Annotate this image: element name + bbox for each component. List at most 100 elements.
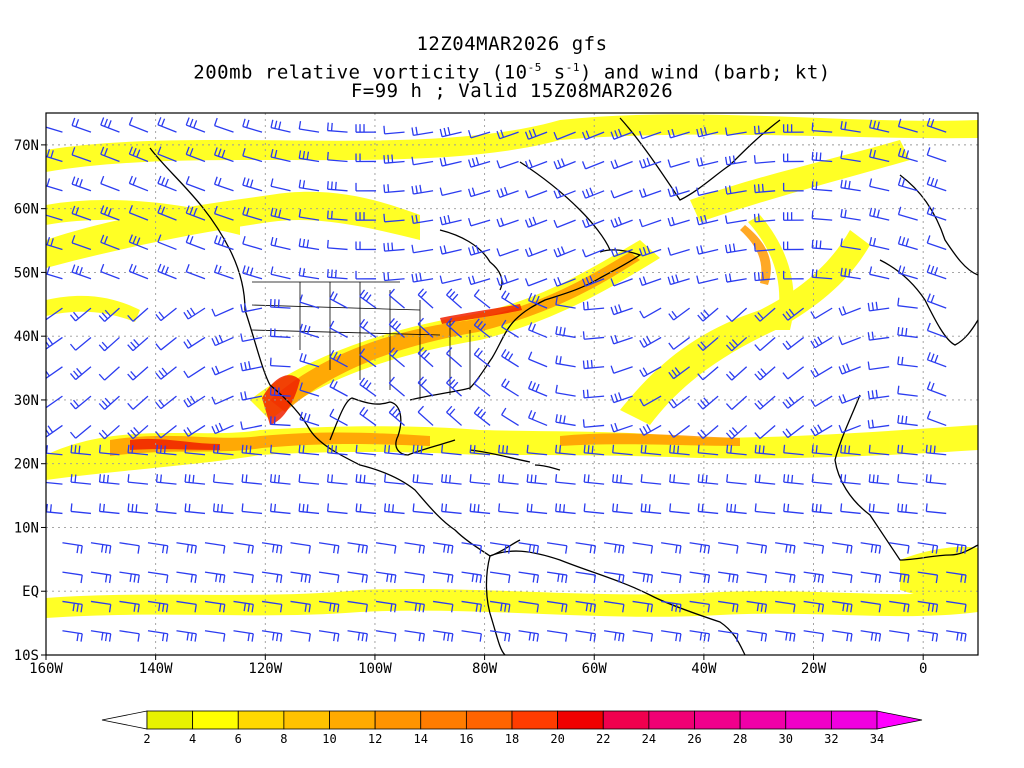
wind-barb [724,243,747,254]
wind-barb [439,187,462,197]
wind-barb [897,265,918,280]
wind-barb [832,600,853,613]
wind-barb [725,424,748,440]
wind-barb [811,269,833,280]
colorbar: 2 4 6 8 10 12 14 16 18 20 22 24 26 28 30 32 34 [101,710,923,746]
wind-barb [128,234,149,251]
wind-barb [269,416,291,427]
wind-barb [46,395,63,409]
colorbar-below-arrow [101,710,148,730]
wind-barb [298,120,320,133]
wind-barb [546,630,568,642]
wind-barb [581,130,605,141]
wind-barb [147,571,169,584]
wind-barb [754,366,776,381]
wind-barb [233,630,254,642]
wind-barb [128,263,149,280]
wind-barb [467,275,491,286]
title-run: 12Z04MAR2026 gfs [416,33,608,55]
wind-barb [355,444,377,456]
wind-barb [697,336,719,351]
wind-barb [388,288,405,309]
wind-barb [446,376,462,397]
wind-barb [241,474,263,485]
wind-barb [668,395,691,409]
wind-barb [926,322,947,339]
wind-barb [461,571,482,584]
wind-barb [697,444,719,456]
wind-barb [697,474,719,485]
wind-barb [868,444,890,456]
wind-barb [754,336,776,352]
wind-barb [811,503,833,515]
vort-core-atlantic [560,433,740,446]
wind-barb [610,392,633,404]
wind-barb [204,630,226,642]
wind-barb [638,218,662,228]
wind-barb [128,205,149,221]
wind-barb [926,205,947,221]
wind-barb [355,124,377,133]
colorbar-label: 22 [596,732,610,746]
wind-barb [240,333,263,343]
wind-barb [897,297,918,309]
wind-barb [501,349,519,368]
wind-barb [782,307,805,321]
wind-barb [90,600,112,613]
wind-barb [326,151,348,163]
wind-barb [553,131,576,141]
wind-barb [696,187,719,197]
wind-barb [473,347,491,368]
wind-barb [46,307,63,321]
wind-barb [498,503,519,515]
wind-barb [473,406,491,426]
wind-barb [667,247,690,256]
colorbar-label: 18 [505,732,519,746]
wind-barb [718,630,739,642]
wind-barb [329,408,348,427]
wind-barb [917,630,939,642]
wind-barb [581,160,605,170]
wind-barb [612,474,633,485]
wind-barb [840,444,861,456]
colorbar-bin [830,710,878,730]
wind-barb [889,600,910,613]
wind-barb [832,571,853,584]
wind-barb [212,503,234,515]
wind-barb [718,600,739,613]
vort-core-ne-arc [740,225,771,285]
vort-band-ne-atlantic-arc [748,215,794,330]
wind-barb [441,503,462,515]
wind-barb [897,118,918,133]
vort-band-pacific-north [46,191,420,268]
vort-band-africa [900,546,978,602]
wind-barb [610,278,633,287]
wind-barb [639,424,662,436]
wind-barb [610,304,633,316]
wind-barb [838,363,861,375]
colorbar-label: 14 [414,732,428,746]
title-field: 200mb relative vorticity (10-5 s-1) and … [0,57,1024,83]
wind-barb [417,376,434,397]
wind-barb [432,600,454,613]
wind-barb [461,542,482,554]
wind-barb [213,176,234,192]
colorbar-bin [785,710,832,730]
wind-barb [461,630,482,642]
wind-barb [889,571,910,584]
wind-barb [667,274,690,286]
wind-barb [869,149,890,163]
wind-barb [518,542,540,554]
lon-tick-label: 60W [582,661,608,677]
wind-barb [897,474,918,485]
wind-barb [640,474,662,485]
wind-barb [185,117,206,133]
wind-barb [69,366,92,381]
wind-barb [383,125,405,135]
wind-barb [489,600,511,613]
wind-barb [240,391,263,401]
wind-barb [176,600,197,613]
wind-barb [724,127,747,137]
wind-barb [524,128,548,140]
wind-barb [383,154,405,164]
